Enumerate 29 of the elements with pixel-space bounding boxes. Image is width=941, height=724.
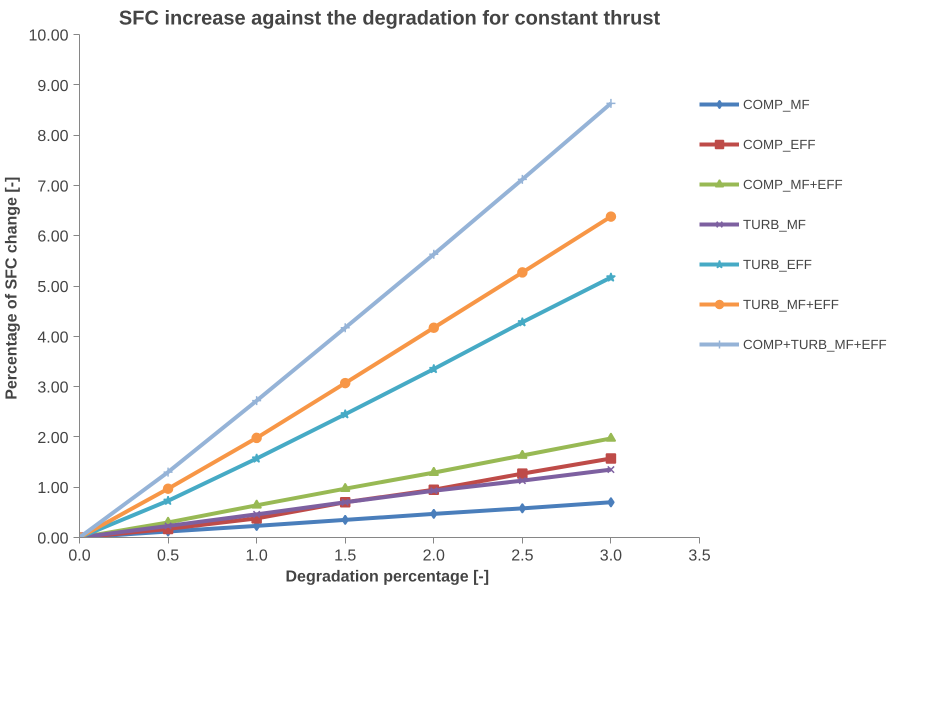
y-tick-label: 10.00 [28,28,69,44]
y-tick-label: 9.00 [37,78,69,95]
x-tick-label: 2.5 [511,548,534,564]
y-tick-label: 0.00 [37,530,69,548]
y-tick-label: 4.00 [37,329,69,346]
y-tick-label: 5.00 [37,279,69,296]
x-tick-label: 0.0 [68,548,91,564]
legend-label: TURB_MF+EFF [743,296,839,312]
x-tick-label: 2.0 [422,548,446,564]
x-tick-label: 0.5 [156,548,180,564]
y-tick-label: 3.00 [37,380,69,397]
x-tick-label: 3.0 [600,548,622,564]
y-tick-label: 1.00 [37,480,69,498]
x-tick-label: 3.5 [688,548,711,564]
x-tick-label: 1.0 [246,548,268,564]
legend-label: COMP_EFF [743,136,816,152]
legend-label: COMP_MF+EFF [743,176,843,192]
x-tick-label: 1.5 [334,548,356,564]
y-tick-label: 8.00 [37,128,69,146]
legend-label: COMP+TURB_MF+EFF [743,336,887,352]
y-tick-label: 7.00 [37,178,69,196]
legend-label: TURB_MF [743,216,806,232]
chart-title: SFC increase against the degradation for constant thrust [118,8,660,30]
legend-label: COMP_MF [743,96,810,112]
y-tick-label: 6.00 [37,228,69,246]
x-axis-title: Degradation percentage [-] [285,568,490,586]
y-tick-label: 2.00 [37,430,69,447]
legend-label: TURB_EFF [743,256,812,272]
y-axis-title: Percentage of SFC change [-] [3,176,20,400]
